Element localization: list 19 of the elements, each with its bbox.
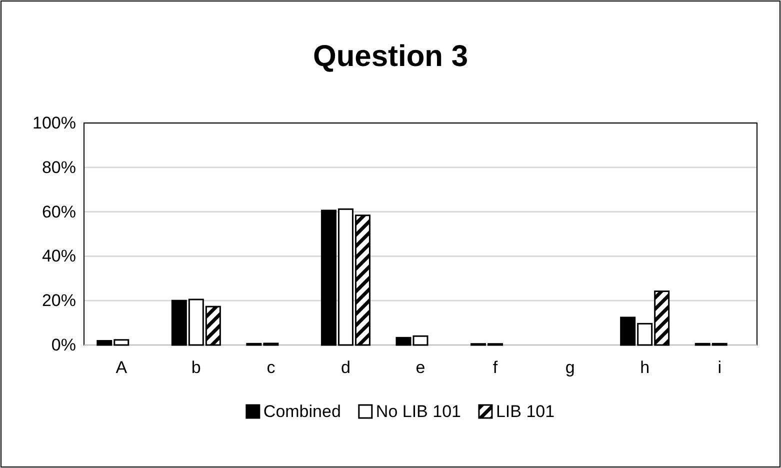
x-tick-label: g [565,358,575,378]
y-tick-label: 20% [42,291,76,310]
legend-label: No LIB 101 [376,402,461,421]
y-tick-label: 60% [42,202,76,222]
x-tick-label: A [116,358,128,378]
chart-title: Question 3 [312,40,468,73]
x-tick-label: d [340,358,350,378]
x-tick-label: f [492,358,498,378]
y-tick-label: 80% [42,158,76,177]
x-tick-label: e [416,358,426,378]
y-tick-label: 0% [51,335,76,354]
y-tick-label: 100% [32,113,76,132]
x-tick-label: h [640,358,650,378]
y-tick-label: 40% [42,246,76,266]
x-tick-label: b [191,358,201,378]
legend-label: Combined [263,402,341,421]
legend-label: LIB 101 [496,402,555,421]
x-tick-label: i [718,358,722,378]
x-tick-label: c [266,358,276,378]
